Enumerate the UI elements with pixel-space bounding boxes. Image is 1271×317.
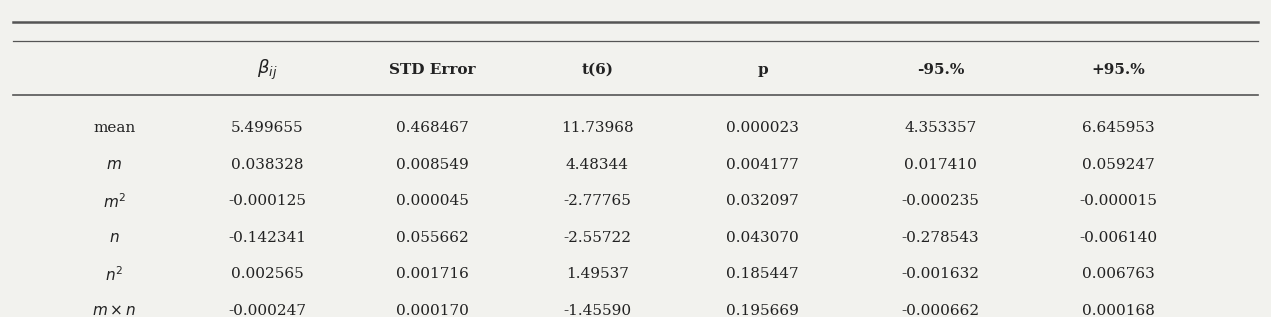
Text: 6.645953: 6.645953 <box>1082 121 1155 135</box>
Text: -0.278543: -0.278543 <box>901 231 980 245</box>
Text: $m^2$: $m^2$ <box>103 192 126 210</box>
Text: 0.038328: 0.038328 <box>230 158 304 172</box>
Text: -95.%: -95.% <box>916 63 965 77</box>
Text: 0.008549: 0.008549 <box>395 158 469 172</box>
Text: 0.004177: 0.004177 <box>726 158 799 172</box>
Text: 0.000045: 0.000045 <box>395 194 469 208</box>
Text: 5.499655: 5.499655 <box>230 121 304 135</box>
Text: -0.000662: -0.000662 <box>901 304 980 317</box>
Text: -0.000015: -0.000015 <box>1079 194 1158 208</box>
Text: -0.006140: -0.006140 <box>1079 231 1158 245</box>
Text: 0.195669: 0.195669 <box>726 304 799 317</box>
Text: -0.000247: -0.000247 <box>228 304 306 317</box>
Text: 0.006763: 0.006763 <box>1082 267 1155 281</box>
Text: 0.032097: 0.032097 <box>726 194 799 208</box>
Text: 4.48344: 4.48344 <box>566 158 629 172</box>
Text: 0.000023: 0.000023 <box>726 121 799 135</box>
Text: +95.%: +95.% <box>1092 63 1145 77</box>
Text: 0.002565: 0.002565 <box>230 267 304 281</box>
Text: $n$: $n$ <box>109 231 119 245</box>
Text: 0.185447: 0.185447 <box>726 267 799 281</box>
Text: mean: mean <box>93 121 136 135</box>
Text: -0.000125: -0.000125 <box>228 194 306 208</box>
Text: $m\times n$: $m\times n$ <box>93 304 136 317</box>
Text: 11.73968: 11.73968 <box>561 121 634 135</box>
Text: -2.77765: -2.77765 <box>563 194 632 208</box>
Text: -0.000235: -0.000235 <box>901 194 980 208</box>
Text: 4.353357: 4.353357 <box>905 121 976 135</box>
Text: 0.001716: 0.001716 <box>395 267 469 281</box>
Text: -2.55722: -2.55722 <box>563 231 632 245</box>
Text: -0.142341: -0.142341 <box>228 231 306 245</box>
Text: $n^2$: $n^2$ <box>105 265 123 283</box>
Text: 0.000170: 0.000170 <box>395 304 469 317</box>
Text: 0.059247: 0.059247 <box>1082 158 1155 172</box>
Text: 0.017410: 0.017410 <box>904 158 977 172</box>
Text: 0.000168: 0.000168 <box>1082 304 1155 317</box>
Text: 0.468467: 0.468467 <box>395 121 469 135</box>
Text: 0.043070: 0.043070 <box>726 231 799 245</box>
Text: t(6): t(6) <box>581 63 614 77</box>
Text: $m$: $m$ <box>107 158 122 172</box>
Text: -0.001632: -0.001632 <box>901 267 980 281</box>
Text: 1.49537: 1.49537 <box>566 267 629 281</box>
Text: p: p <box>758 63 768 77</box>
Text: 0.055662: 0.055662 <box>395 231 469 245</box>
Text: -1.45590: -1.45590 <box>563 304 632 317</box>
Text: $\beta_{ij}$: $\beta_{ij}$ <box>257 58 277 82</box>
Text: STD Error: STD Error <box>389 63 475 77</box>
